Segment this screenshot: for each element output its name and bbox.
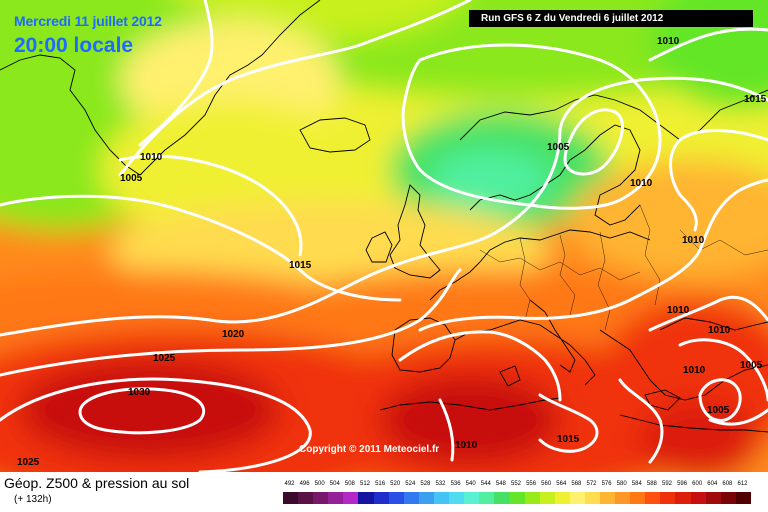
color-scale-legend: 492 496 500 504 508 512 516 520 524 528 532 536 540 5…	[283, 481, 752, 504]
isobars	[0, 0, 768, 472]
legend-value: 596	[677, 481, 688, 487]
legend-swatch	[584, 492, 600, 504]
isobar-label: 1015	[289, 260, 312, 271]
legend-value: 584	[631, 481, 642, 487]
legend-value: 520	[390, 481, 401, 487]
legend-value: 568	[571, 481, 582, 487]
legend-swatch	[283, 492, 299, 504]
legend-swatch	[328, 492, 344, 504]
legend-swatch	[539, 492, 555, 504]
legend-color-bar	[283, 492, 752, 504]
legend-swatch	[690, 492, 706, 504]
isobar-label: 1010	[630, 178, 653, 189]
legend-swatch	[660, 492, 676, 504]
legend-value: 532	[435, 481, 446, 487]
legend-swatch	[388, 492, 404, 504]
legend-swatch	[479, 492, 495, 504]
isobar-label: 1015	[744, 94, 767, 105]
legend-swatch	[433, 492, 450, 504]
legend-value: 516	[375, 481, 386, 487]
legend-value: 524	[405, 481, 416, 487]
legend-value: 552	[510, 481, 521, 487]
geopotential-map: 1010 1015 1010 1005 1005 1010 1010 1015 …	[0, 0, 768, 472]
legend-swatch	[675, 492, 691, 504]
legend-value: 564	[556, 481, 567, 487]
map-footer: Géop. Z500 & pression au sol (+ 132h) 49…	[0, 472, 768, 512]
legend-value: 580	[616, 481, 627, 487]
isobar-label: 1010	[657, 36, 680, 47]
legend-value: 512	[359, 481, 370, 487]
isobar-label: 1010	[708, 325, 731, 336]
legend-value: 528	[420, 481, 431, 487]
legend-value: 492	[284, 481, 295, 487]
legend-swatch	[403, 492, 419, 504]
copyright-notice: Copyright © 2011 Meteociel.fr	[299, 444, 440, 455]
isobar-label: 1010	[455, 440, 478, 451]
legend-swatch	[569, 492, 585, 504]
legend-swatch	[358, 492, 374, 504]
isobar-label: 1005	[120, 173, 143, 184]
legend-value: 548	[495, 481, 506, 487]
legend-swatch	[464, 492, 480, 504]
legend-value: 592	[661, 481, 672, 487]
weather-map: 1010 1015 1010 1005 1005 1010 1010 1015 …	[0, 0, 768, 472]
legend-swatch	[720, 492, 736, 504]
legend-labels: 492 496 500 504 508 512 516 520 524 528 532 536 540 5…	[283, 481, 752, 491]
isobar-label: 1020	[222, 329, 245, 340]
legend-value: 544	[480, 481, 491, 487]
forecast-hour: (+ 132h)	[14, 494, 52, 505]
geopotential-field	[0, 0, 768, 472]
legend-value: 572	[586, 481, 597, 487]
legend-value: 604	[707, 481, 718, 487]
borders	[479, 204, 768, 331]
legend-value: 496	[299, 481, 310, 487]
legend-swatch	[494, 492, 510, 504]
legend-value: 504	[329, 481, 340, 487]
map-title: Géop. Z500 & pression au sol	[4, 475, 190, 491]
model-run-label: Run GFS 6 Z du Vendredi 6 juillet 2012	[469, 10, 753, 27]
isobar-label: 1010	[682, 235, 705, 246]
legend-swatch	[343, 492, 359, 504]
isobar-labels: 1010 1015 1010 1005 1005 1010 1010 1015 …	[17, 36, 767, 468]
isobar-label: 1025	[153, 353, 176, 364]
legend-value: 560	[541, 481, 552, 487]
legend-value: 612	[737, 481, 748, 487]
isobar-label: 1005	[707, 405, 730, 416]
forecast-date: Mercredi 11 juillet 2012	[14, 13, 162, 29]
legend-swatch	[615, 492, 631, 504]
legend-swatch	[298, 492, 314, 504]
isobar-label: 1010	[667, 305, 690, 316]
legend-value: 536	[450, 481, 461, 487]
legend-value: 576	[601, 481, 612, 487]
legend-swatch	[705, 492, 721, 504]
isobar-label: 1025	[17, 457, 40, 468]
legend-swatch	[509, 492, 525, 504]
legend-swatch	[630, 492, 646, 504]
legend-value: 508	[344, 481, 355, 487]
legend-value: 540	[465, 481, 476, 487]
legend-value: 588	[646, 481, 657, 487]
legend-swatch	[645, 492, 661, 504]
legend-value: 608	[722, 481, 733, 487]
legend-swatch	[524, 492, 540, 504]
isobar-label: 1005	[547, 142, 570, 153]
legend-value: 556	[526, 481, 537, 487]
legend-swatch	[313, 492, 329, 504]
legend-swatch	[449, 492, 465, 504]
forecast-time: 20:00 locale	[14, 34, 134, 57]
isobar-label: 1030	[128, 387, 151, 398]
isobar-label: 1010	[683, 365, 706, 376]
legend-swatch	[599, 492, 616, 504]
legend-swatch	[554, 492, 570, 504]
legend-swatch	[373, 492, 389, 504]
legend-value: 600	[692, 481, 703, 487]
isobar-label: 1015	[557, 434, 580, 445]
legend-swatch	[418, 492, 434, 504]
isobar-label: 1005	[740, 360, 763, 371]
isobar-label: 1010	[140, 152, 163, 163]
legend-swatch	[735, 492, 751, 504]
legend-value: 500	[314, 481, 325, 487]
